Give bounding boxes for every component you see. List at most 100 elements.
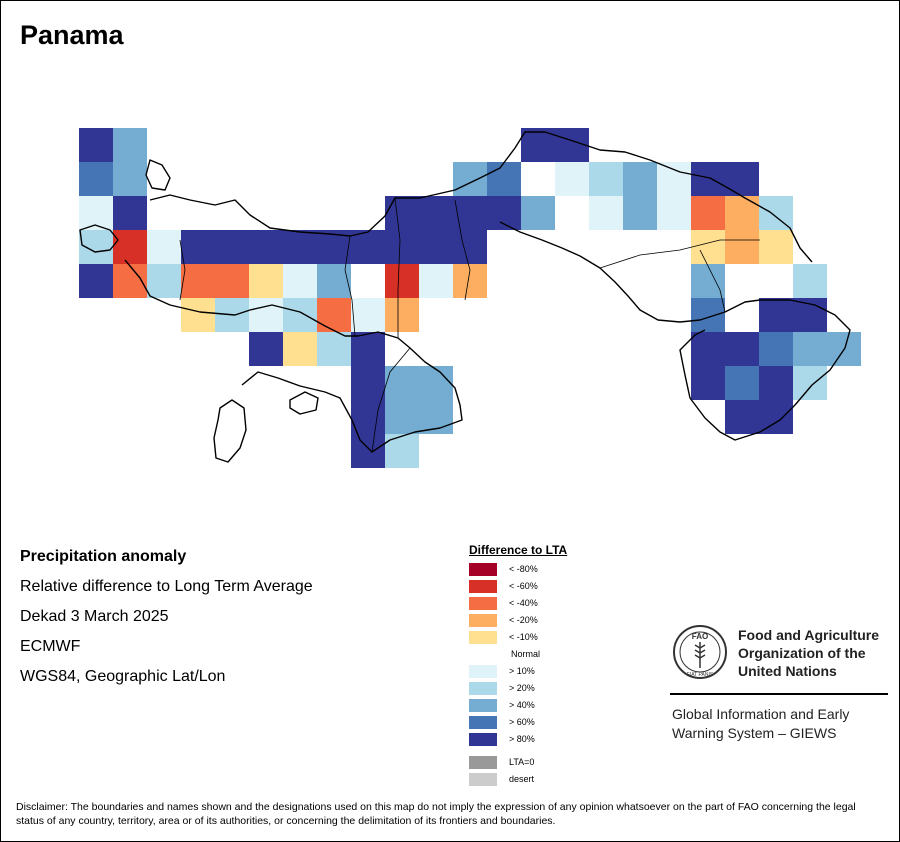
boundary-central-b [394, 197, 401, 338]
anomaly-cell [283, 332, 317, 366]
legend-label: < -40% [509, 598, 538, 608]
anomaly-cell [453, 162, 487, 196]
anomaly-cell [453, 230, 487, 264]
anomaly-cell [657, 162, 691, 196]
giews-line-1: Global Information and Early [672, 706, 850, 722]
admin-boundaries [179, 197, 760, 453]
boundary-central-c [454, 199, 471, 301]
legend-extra-items: LTA=0 desert [469, 754, 567, 788]
boundary-east-a [599, 239, 760, 269]
anomaly-cell [147, 230, 181, 264]
legend-swatch [469, 580, 497, 593]
anomaly-cell [79, 128, 113, 162]
anomaly-cell [759, 400, 793, 434]
boundary-south [371, 347, 411, 453]
anomaly-cell [385, 400, 419, 434]
anomaly-cell [79, 230, 113, 264]
anomaly-cell [725, 366, 759, 400]
anomaly-cell [113, 128, 147, 162]
anomaly-cell [147, 264, 181, 298]
anomaly-cell [759, 332, 793, 366]
anomaly-cell [283, 230, 317, 264]
anomaly-cell [113, 230, 147, 264]
wheat-ear-icon [694, 642, 706, 668]
anomaly-cell [351, 366, 385, 400]
legend-label: > 40% [509, 700, 535, 710]
legend-item: < -80% [469, 561, 567, 578]
legend-swatch [469, 699, 497, 712]
anomaly-cell [793, 366, 827, 400]
anomaly-cell [79, 264, 113, 298]
legend-label: < -60% [509, 581, 538, 591]
info-period: Dekad 3 March 2025 [20, 608, 169, 625]
legend-swatch [469, 563, 497, 576]
fao-name-line-3: United Nations [738, 663, 837, 679]
anomaly-cell [793, 298, 827, 332]
anomaly-cell [249, 230, 283, 264]
legend-swatch [469, 614, 497, 627]
legend-label: < -20% [509, 615, 538, 625]
anomaly-cell [351, 298, 385, 332]
legend-label: LTA=0 [509, 757, 535, 767]
anomaly-cell [759, 230, 793, 264]
anomaly-cell [725, 230, 759, 264]
giews-line-2: Warning System – GIEWS [672, 725, 837, 741]
fao-logo-motto: FIAT PANIS [687, 672, 714, 678]
anomaly-cell [385, 230, 419, 264]
boundary-central-a [344, 235, 356, 337]
anomaly-cell [725, 332, 759, 366]
anomaly-cell [589, 196, 623, 230]
legend-item: > 40% [469, 697, 567, 714]
fao-logo: FAO FIAT PANIS [673, 625, 727, 679]
anomaly-cell [419, 230, 453, 264]
legend-item: > 10% [469, 663, 567, 680]
anomaly-cell [181, 298, 215, 332]
anomaly-cell [487, 196, 521, 230]
anomaly-cell [691, 264, 725, 298]
legend-swatch [469, 756, 497, 769]
legend-item: > 20% [469, 680, 567, 697]
anomaly-cell [181, 264, 215, 298]
anomaly-cell [113, 162, 147, 196]
fao-divider [670, 693, 888, 695]
map-info: Precipitation anomaly Relative differenc… [20, 548, 313, 698]
anomaly-cell [351, 230, 385, 264]
coastline [79, 131, 851, 463]
boundary-east-b [699, 249, 726, 313]
legend-item: > 80% [469, 731, 567, 748]
anomaly-cell [793, 264, 827, 298]
anomaly-cell [385, 298, 419, 332]
coastline-north-islands [145, 159, 171, 191]
anomaly-cell [249, 264, 283, 298]
legend-label: Normal [511, 649, 541, 659]
anomaly-cell [283, 298, 317, 332]
anomaly-cell [351, 332, 385, 366]
anomaly-cell [453, 196, 487, 230]
coastline-caribbean [149, 131, 813, 263]
anomaly-cell [317, 332, 351, 366]
anomaly-cell [691, 366, 725, 400]
anomaly-cell [419, 366, 453, 400]
fao-name: Food and Agriculture Organization of the… [738, 626, 879, 680]
anomaly-cell [759, 298, 793, 332]
anomaly-cell [691, 162, 725, 196]
anomaly-cell [385, 196, 419, 230]
anomaly-cell [725, 196, 759, 230]
anomaly-cell [181, 230, 215, 264]
legend-swatch [469, 665, 497, 678]
anomaly-cell [759, 366, 793, 400]
map-title: Panama [20, 20, 124, 50]
legend-label: < -10% [509, 632, 538, 642]
legend-item: < -60% [469, 578, 567, 595]
legend-item: < -20% [469, 612, 567, 629]
legend-label: desert [509, 774, 535, 784]
anomaly-cell [725, 400, 759, 434]
anomaly-cell [487, 162, 521, 196]
legend-item: < -40% [469, 595, 567, 612]
anomaly-cell [623, 196, 657, 230]
anomaly-cell [793, 332, 827, 366]
anomaly-cell [691, 196, 725, 230]
fao-name-line-2: Organization of the [738, 645, 866, 661]
info-projection: WGS84, Geographic Lat/Lon [20, 668, 226, 685]
